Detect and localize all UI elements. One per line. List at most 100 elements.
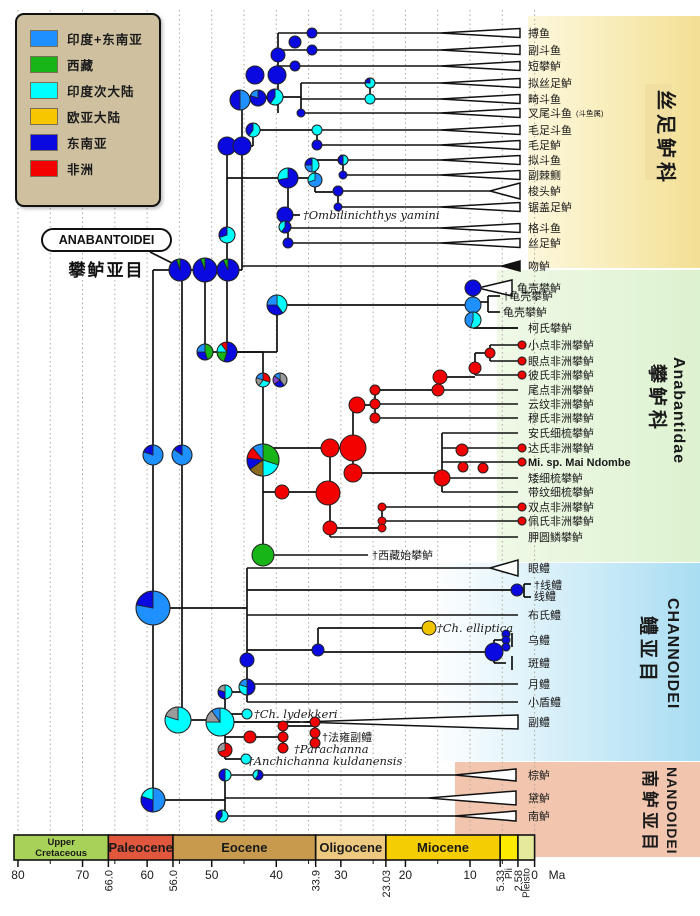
clade-label-cjk-osphronemidae: 丝足鲈科 <box>654 90 678 186</box>
pie-outline <box>164 706 192 734</box>
node-pie <box>270 47 286 63</box>
pie-outline <box>196 343 214 361</box>
node-pie <box>216 258 240 282</box>
pie-slice <box>337 154 344 166</box>
epoch-label: Oligocene <box>319 840 382 855</box>
collapsed-clade-triangle <box>439 222 521 234</box>
pie-slice <box>431 383 445 397</box>
pie-slice <box>311 124 323 136</box>
tick-label: 80 <box>11 868 25 882</box>
node-pie <box>307 172 323 188</box>
tip-label: 月鳢 <box>528 677 550 691</box>
node-pie <box>266 294 288 316</box>
legend-item-1: 西藏 <box>30 51 159 77</box>
boundary-label: 23.03 <box>381 870 393 898</box>
node-pie <box>306 44 318 56</box>
node-pie <box>311 643 325 657</box>
boundary-label: 56.0 <box>168 870 180 891</box>
epoch-label: Upper <box>47 837 75 848</box>
epoch-label-rot: Pli <box>504 868 515 879</box>
node-pie <box>369 384 381 396</box>
tip-label: 线鳢 <box>534 589 556 603</box>
pie-slice <box>251 543 275 567</box>
node-pie <box>205 707 235 737</box>
pie-slice <box>311 139 323 151</box>
pie-slice <box>364 93 376 105</box>
epoch-label: Miocene <box>417 840 469 855</box>
node-pie <box>296 108 306 118</box>
node-pie <box>229 89 251 111</box>
node-pie <box>217 684 233 700</box>
legend-item-3: 欧亚大陆 <box>30 103 159 129</box>
node-pie <box>171 444 193 466</box>
pie-slice <box>484 347 496 359</box>
node-pie <box>517 443 527 453</box>
node-pie <box>468 361 482 375</box>
pie-slice <box>338 170 348 180</box>
pie-slice <box>517 370 527 380</box>
node-pie <box>251 543 275 567</box>
collapsed-clade-triangle <box>487 559 519 577</box>
node-pie <box>255 372 271 388</box>
tip-label: 柯氏攀鲈 <box>528 321 572 335</box>
node-pie <box>343 463 363 483</box>
tip-label: 毛足斗鱼 <box>528 123 572 137</box>
tip-label: 小点非洲攀鲈 <box>528 338 594 352</box>
tip-label: 胛圆鳞攀鲈 <box>528 530 583 544</box>
pie-slice <box>322 520 338 536</box>
tip-label: †西藏始攀鲈 <box>372 548 433 562</box>
node-pie <box>272 372 288 388</box>
tip-label: †Anchichanna kuldanensis <box>248 754 402 768</box>
pie-slice <box>282 237 294 249</box>
node-pie <box>364 93 376 105</box>
pie-slice <box>306 27 318 39</box>
node-pie <box>243 730 257 744</box>
clade-band-anabantidae <box>497 270 700 562</box>
pie-slice <box>274 484 290 500</box>
tip-label: 布氏鳢 <box>528 608 561 622</box>
node-pie <box>311 139 323 151</box>
node-pie <box>142 444 164 466</box>
tip-label: 带纹细梳攀鲈 <box>528 485 594 499</box>
epoch-label: Paleocene <box>108 840 172 855</box>
tip-label: 达氏非洲攀鲈 <box>528 441 594 455</box>
collapsed-clade-triangle <box>487 182 521 200</box>
pie-outline <box>277 167 299 189</box>
pie-outline <box>216 258 240 282</box>
node-pie <box>240 753 252 765</box>
node-pie <box>333 202 343 212</box>
pie-slice <box>240 753 252 765</box>
node-pie <box>477 462 489 474</box>
node-pie <box>267 65 287 85</box>
tip-label: 拟斗鱼 <box>528 153 561 167</box>
pie-outline <box>245 122 261 138</box>
pie-outline <box>168 258 192 282</box>
collapsed-clade-triangle <box>427 790 517 806</box>
pie-outline <box>218 226 236 244</box>
pie-outline <box>142 444 164 466</box>
pie-outline <box>215 809 229 823</box>
pie-slice <box>309 727 321 739</box>
node-pie <box>245 65 265 85</box>
legend-label: 印度次大陆 <box>67 84 135 99</box>
node-pie <box>320 438 340 458</box>
node-pie <box>464 279 482 297</box>
tip-label: 云纹非洲攀鲈 <box>528 397 594 411</box>
collapsed-clade-triangle <box>439 107 521 119</box>
tip-label: 乌鳢 <box>528 633 550 647</box>
node-pie <box>517 370 527 380</box>
tick-label: 0 <box>531 868 538 882</box>
node-pie <box>332 185 344 197</box>
pie-outline <box>218 768 232 782</box>
clade-label-latin-nandoidei: NANDOIDEI <box>664 767 680 855</box>
pie-slice <box>243 730 257 744</box>
pie-outline <box>272 372 288 388</box>
pie-outline <box>307 172 323 188</box>
pie-slice <box>433 469 451 487</box>
pie-slice <box>311 643 325 657</box>
node-pie <box>309 716 321 728</box>
legend-swatch <box>30 133 58 151</box>
legend-label: 东南亚 <box>67 136 108 151</box>
node-pie <box>517 457 527 467</box>
legend-item-4: 东南亚 <box>30 129 159 155</box>
